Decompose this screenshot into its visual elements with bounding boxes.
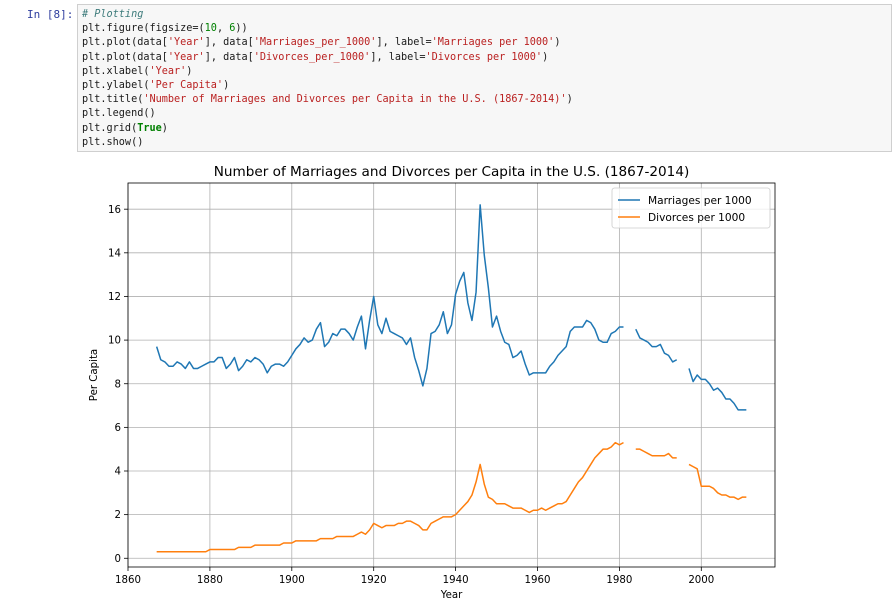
code-line: plt.ylabel('Per Capita') [82,79,887,93]
code-token: plt.show() [82,136,144,148]
code-token: 'Marriages_per_1000' [253,37,377,49]
code-token: ) [566,94,573,106]
code-token: 'Divorces per 1000' [425,51,543,63]
code-line: # Plotting [82,8,887,22]
x-tick-label: 1920 [361,575,387,586]
series-line [635,448,677,459]
code-token: plt.title( [82,94,144,106]
code-token: True [137,122,162,134]
code-token: plt.grid( [82,122,138,134]
y-tick-label: 12 [108,292,121,303]
chart-output: 1860 1880 1900 1920 1940 1960 1980 2000 0 2 4 6 8 10 1… [77,156,893,611]
grid [127,183,775,567]
legend-label: Divorces per 1000 [648,212,745,224]
y-tick-label: 4 [115,467,121,478]
code-token: 10 [204,23,217,35]
y-tick-label: 2 [115,510,121,521]
code-line: plt.plot(data['Year'], data['Marriages_p… [82,36,887,50]
series-line [155,204,624,387]
code-line: plt.grid(True) [82,122,887,136]
x-tick-label: 1900 [279,575,305,586]
code-token: 'Year' [149,65,187,77]
code-line: plt.title('Number of Marriages and Divor… [82,93,887,107]
code-token: 'Number of Marriages and Divorces per Ca… [143,94,567,106]
legend-label: Marriages per 1000 [648,195,752,207]
ticks: 1860 1880 1900 1920 1940 1960 1980 2000 0 2 4 6 8 10 1… [108,205,714,586]
x-axis-label: Year [440,590,463,601]
code-token: 'Marriages per 1000' [431,37,555,49]
code-token: plt.xlabel( [82,65,150,77]
code-token: ) [223,80,230,92]
code-token: ) [161,122,168,134]
axes-frame [127,182,776,568]
code-line: plt.figure(figsize=(10, 6)) [82,22,887,36]
series-line [688,368,747,411]
chart-title: Number of Marriages and Divorces per Cap… [214,164,690,180]
x-tick-label: 1960 [525,575,551,586]
code-token: plt.figure(figsize=( [82,23,205,35]
y-tick-label: 8 [115,379,121,390]
code-token: 'Divorces_per_1000' [253,51,371,63]
code-line: plt.legend() [82,107,887,121]
code-token: plt.ylabel( [82,80,150,92]
code-token: 'Year' [167,51,205,63]
y-axis-label: Per Capita [89,349,100,401]
x-tick-label: 1940 [443,575,469,586]
code-line: plt.xlabel('Year') [82,65,887,79]
line-chart: 1860 1880 1900 1920 1940 1960 1980 2000 0 2 4 6 8 10 1… [77,156,893,611]
code-token: )) [235,23,248,35]
code-token: 'Per Capita' [149,80,224,92]
code-token: plt.plot(data[ [82,51,168,63]
legend: Marriages per 1000 Divorces per 1000 [611,187,771,229]
series-line [688,463,747,501]
x-tick-label: 1980 [606,575,632,586]
code-token: ], data[ [204,37,254,49]
x-tick-label: 1860 [115,575,141,586]
code-cell-input[interactable]: # Plotting plt.figure(figsize=(10, 6)) plt… [77,4,892,152]
code-token: , [216,23,230,35]
code-token: ], label= [376,37,432,49]
code-token: ) [554,37,561,49]
y-tick-label: 16 [108,205,121,216]
y-tick-label: 6 [115,423,121,434]
code-token: 'Year' [167,37,205,49]
code-line: plt.show() [82,136,887,150]
x-tick-label: 2000 [688,575,714,586]
code-token: plt.plot(data[ [82,37,168,49]
cell-prompt: In [8]: [27,8,74,21]
code-line: plt.plot(data['Year'], data['Divorces_pe… [82,51,887,65]
series-lines [155,204,747,553]
code-token: # Plotting [82,9,144,20]
code-token: ], label= [370,51,426,63]
series-line [156,441,624,553]
y-tick-label: 0 [115,554,121,565]
series-line [635,328,678,363]
code-token: ) [542,51,549,63]
y-tick-label: 14 [108,248,121,259]
y-tick-label: 10 [108,336,121,347]
x-tick-label: 1880 [197,575,223,586]
code-token: ], data[ [204,51,254,63]
legend-box [611,187,771,229]
code-token: ) [186,65,193,77]
code-token: plt.legend() [82,108,156,120]
code-token: 6 [229,23,236,35]
